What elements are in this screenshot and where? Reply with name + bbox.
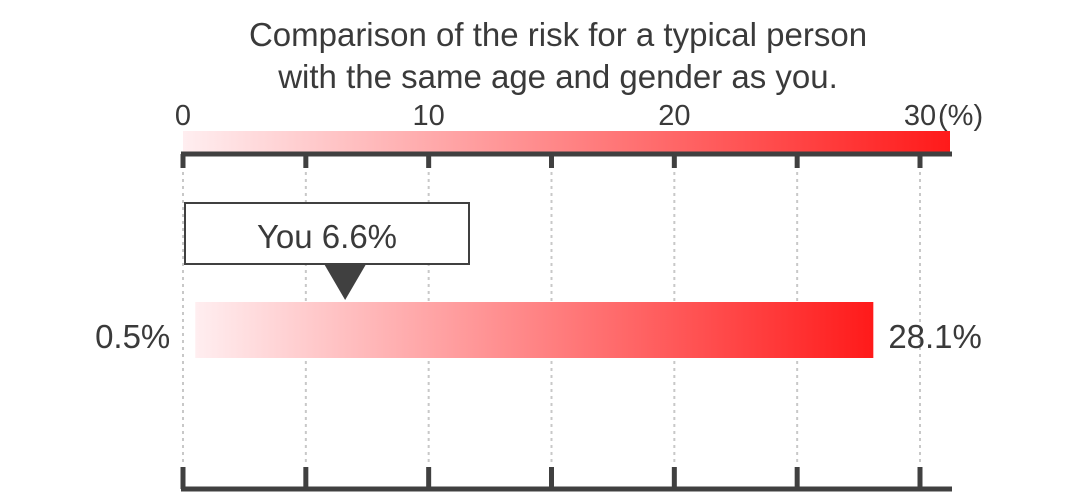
chart-title-line-1: Comparison of the risk for a typical per…	[249, 16, 867, 53]
tick-label: 20	[658, 100, 690, 132]
you-pointer-triangle	[324, 264, 367, 300]
chart-title-line-2: with the same age and gender as you.	[277, 58, 838, 95]
scale-gradient-bar	[183, 131, 950, 154]
tick-labels: 0 10 20 30	[175, 100, 936, 132]
range-high-label: 28.1%	[888, 318, 982, 355]
tick-label: 30	[904, 100, 936, 132]
you-marker: You 6.6%	[184, 202, 470, 300]
risk-range-bar	[195, 302, 874, 358]
axis-unit-label: (%)	[938, 100, 983, 132]
range-low-label: 0.5%	[95, 318, 170, 355]
tick-label: 10	[413, 100, 445, 132]
axis	[180, 151, 952, 492]
you-callout-label: You 6.6%	[257, 218, 397, 255]
tick-label: 0	[175, 100, 191, 132]
you-callout-box	[184, 202, 470, 265]
